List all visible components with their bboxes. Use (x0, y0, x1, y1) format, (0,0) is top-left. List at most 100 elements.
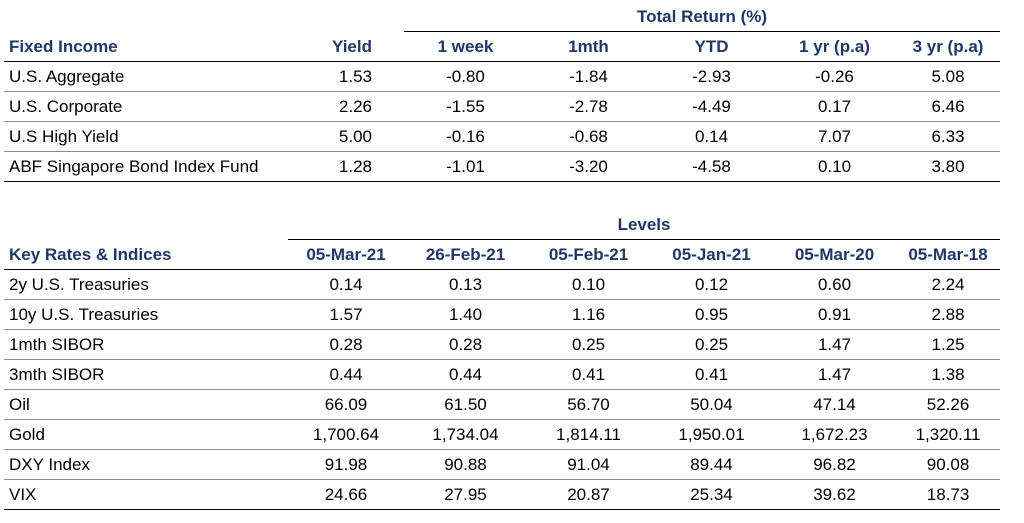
col-header-1week: 1 week (404, 31, 527, 62)
cell-value: 50.04 (650, 389, 773, 420)
cell-value: 90.08 (896, 449, 1001, 480)
cell-value: 7.07 (773, 121, 896, 152)
cell-value: 61.50 (404, 389, 527, 420)
levels-header: Levels (288, 210, 1001, 240)
col-header-yield: Yield (288, 31, 404, 62)
row-label: 3mth SIBOR (4, 359, 288, 390)
cell-value: -4.49 (650, 91, 773, 122)
col-header-date-4: 05-Jan-21 (650, 239, 773, 270)
col-header-date-2: 26-Feb-21 (404, 239, 527, 270)
column-header-row: Key Rates & Indices 05-Mar-21 26-Feb-21 … (4, 239, 1001, 270)
cell-value: 0.44 (288, 359, 404, 390)
table-row: Gold 1,700.64 1,734.04 1,814.11 1,950.01 1,67… (4, 419, 1001, 450)
row-label: ABF Singapore Bond Index Fund (4, 151, 288, 182)
row-label: Oil (4, 389, 288, 420)
cell-value: 1.16 (527, 299, 650, 330)
table-row: ABF Singapore Bond Index Fund 1.28 -1.01 -3… (4, 151, 1001, 182)
cell-value: 56.70 (527, 389, 650, 420)
cell-value: -0.80 (404, 61, 527, 92)
cell-value: 96.82 (773, 449, 896, 480)
cell-value: 0.28 (288, 329, 404, 360)
cell-value: -2.78 (527, 91, 650, 122)
cell-value: 27.95 (404, 479, 527, 510)
cell-value: 6.33 (896, 121, 1001, 152)
cell-value: 5.00 (288, 121, 404, 152)
col-header-date-6: 05-Mar-18 (896, 239, 1001, 270)
cell-value: -1.55 (404, 91, 527, 122)
column-header-row: Fixed Income Yield 1 week 1mth YTD 1 yr … (4, 31, 1001, 62)
cell-value: 1.53 (288, 61, 404, 92)
cell-value: 66.09 (288, 389, 404, 420)
cell-value: 0.10 (773, 151, 896, 182)
table-row: 3mth SIBOR 0.44 0.44 0.41 0.41 1.47 1.38 (4, 359, 1001, 390)
table-row: 1mth SIBOR 0.28 0.28 0.25 0.25 1.47 1.25 (4, 329, 1001, 360)
cell-value: 1.47 (773, 359, 896, 390)
cell-value: 91.98 (288, 449, 404, 480)
cell-value: 2.26 (288, 91, 404, 122)
table-row: U.S. Corporate 2.26 -1.55 -2.78 -4.49 0.17 6.4… (4, 91, 1001, 122)
cell-value: -4.58 (650, 151, 773, 182)
cell-value: -3.20 (527, 151, 650, 182)
cell-value: -1.01 (404, 151, 527, 182)
col-header-date-1: 05-Mar-21 (288, 239, 404, 270)
cell-value: 89.44 (650, 449, 773, 480)
col-header-1mth: 1mth (527, 31, 650, 62)
cell-value: 1.47 (773, 329, 896, 360)
cell-value: 1,814.11 (527, 419, 650, 450)
cell-value: 1,672.23 (773, 419, 896, 450)
cell-value: 0.13 (404, 269, 527, 300)
cell-value: 1.28 (288, 151, 404, 182)
col-header-1yr: 1 yr (p.a) (773, 31, 896, 62)
cell-value: 0.25 (527, 329, 650, 360)
key-rates-table: Levels Key Rates & Indices 05-Mar-21 26-… (4, 210, 1001, 510)
cell-value: 24.66 (288, 479, 404, 510)
cell-value: 1.40 (404, 299, 527, 330)
cell-value: 39.62 (773, 479, 896, 510)
cell-value: 47.14 (773, 389, 896, 420)
cell-value: 20.87 (527, 479, 650, 510)
table-row: VIX 24.66 27.95 20.87 25.34 39.62 18.73 (4, 479, 1001, 510)
cell-value: 0.10 (527, 269, 650, 300)
cell-value: 18.73 (896, 479, 1001, 510)
cell-value: 6.46 (896, 91, 1001, 122)
group-header-row: Levels (4, 210, 1001, 240)
cell-value: -1.84 (527, 61, 650, 92)
row-label: VIX (4, 479, 288, 510)
cell-value: -2.93 (650, 61, 773, 92)
cell-value: -0.68 (527, 121, 650, 152)
cell-value: 0.14 (650, 121, 773, 152)
fixed-income-table: Total Return (%) Fixed Income Yield 1 we… (4, 2, 1001, 182)
table-row: U.S High Yield 5.00 -0.16 -0.68 0.14 7.07 6.33 (4, 121, 1001, 152)
cell-value: 91.04 (527, 449, 650, 480)
cell-value: -0.16 (404, 121, 527, 152)
cell-value: 25.34 (650, 479, 773, 510)
cell-value: 1,700.64 (288, 419, 404, 450)
row-label: Gold (4, 419, 288, 450)
group-header-row: Total Return (%) (4, 2, 1001, 32)
cell-value: 52.26 (896, 389, 1001, 420)
row-label: U.S. Aggregate (4, 61, 288, 92)
row-label: 2y U.S. Treasuries (4, 269, 288, 300)
row-label: 1mth SIBOR (4, 329, 288, 360)
row-label: DXY Index (4, 449, 288, 480)
table-row: 10y U.S. Treasuries 1.57 1.40 1.16 0.95 0.91 2… (4, 299, 1001, 330)
cell-value: 1,320.11 (896, 419, 1001, 450)
cell-value: 0.14 (288, 269, 404, 300)
col-header-date-5: 05-Mar-20 (773, 239, 896, 270)
cell-value: 0.44 (404, 359, 527, 390)
table-row: Oil 66.09 61.50 56.70 50.04 47.14 52.26 (4, 389, 1001, 420)
row-label: U.S High Yield (4, 121, 288, 152)
cell-value: 90.88 (404, 449, 527, 480)
col-header-3yr: 3 yr (p.a) (896, 31, 1001, 62)
col-header-date-3: 05-Feb-21 (527, 239, 650, 270)
cell-value: 0.95 (650, 299, 773, 330)
table-row: U.S. Aggregate 1.53 -0.80 -1.84 -2.93 -0.26 5.… (4, 61, 1001, 92)
cell-value: 1,950.01 (650, 419, 773, 450)
cell-value: 0.60 (773, 269, 896, 300)
cell-value: 1.57 (288, 299, 404, 330)
cell-value: -0.26 (773, 61, 896, 92)
cell-value: 0.41 (650, 359, 773, 390)
cell-value: 3.80 (896, 151, 1001, 182)
cell-value: 0.91 (773, 299, 896, 330)
cell-value: 5.08 (896, 61, 1001, 92)
